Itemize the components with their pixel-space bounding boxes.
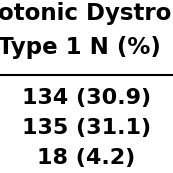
Text: Type 1 N (%): Type 1 N (%) — [0, 36, 161, 59]
Text: otonic Dystrop: otonic Dystrop — [0, 2, 173, 25]
Text: 18 (4.2): 18 (4.2) — [37, 148, 136, 168]
Text: 135 (31.1): 135 (31.1) — [22, 118, 151, 138]
Text: 134 (30.9): 134 (30.9) — [22, 88, 151, 108]
